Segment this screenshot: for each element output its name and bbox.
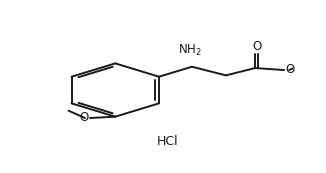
- Text: HCl: HCl: [156, 135, 178, 148]
- Text: O: O: [80, 111, 89, 124]
- Text: NH$_2$: NH$_2$: [178, 43, 202, 58]
- Text: O: O: [252, 40, 261, 53]
- Text: O: O: [285, 63, 294, 76]
